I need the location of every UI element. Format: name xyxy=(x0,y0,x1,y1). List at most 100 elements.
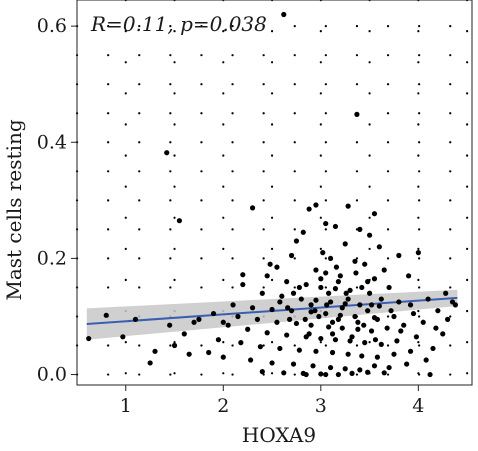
data-point xyxy=(404,361,410,367)
y-axis-ticks: 0.0 0.2 0.4 0.6 xyxy=(37,15,77,386)
data-point xyxy=(281,11,287,18)
data-point xyxy=(357,367,363,373)
data-point xyxy=(365,279,371,285)
data-point xyxy=(329,319,336,325)
data-point xyxy=(257,344,263,350)
data-point xyxy=(167,322,173,328)
data-point xyxy=(171,342,178,349)
data-point xyxy=(332,223,339,230)
data-point xyxy=(386,364,392,371)
y-tick-label: 0.6 xyxy=(37,15,67,37)
data-point xyxy=(378,296,384,302)
data-point xyxy=(366,290,373,296)
data-point xyxy=(339,305,345,311)
data-point xyxy=(410,310,417,317)
data-point xyxy=(335,371,341,378)
y-tick-label: 0.2 xyxy=(37,247,67,269)
data-point xyxy=(132,316,139,322)
plot-frame xyxy=(76,0,473,386)
data-point xyxy=(337,273,343,279)
data-point xyxy=(296,347,302,353)
data-point xyxy=(281,370,287,376)
x-tick-label: 1 xyxy=(120,395,132,417)
data-point xyxy=(391,313,397,320)
data-point xyxy=(345,296,351,302)
data-point xyxy=(415,250,421,256)
data-point xyxy=(103,312,109,318)
data-point xyxy=(318,335,324,342)
data-point xyxy=(349,370,355,376)
data-point xyxy=(220,319,226,325)
data-point xyxy=(337,312,343,318)
data-point xyxy=(381,370,387,376)
data-point xyxy=(335,279,341,285)
data-point xyxy=(332,286,339,292)
data-point xyxy=(264,330,270,336)
data-point xyxy=(120,334,126,340)
data-point xyxy=(259,369,265,375)
data-point xyxy=(274,264,280,270)
confidence-band xyxy=(86,289,458,340)
data-point xyxy=(296,284,302,291)
data-point xyxy=(306,206,312,212)
data-point xyxy=(371,363,378,369)
data-point xyxy=(196,316,202,322)
data-point xyxy=(396,299,402,305)
data-point xyxy=(267,261,273,267)
data-point xyxy=(406,273,412,279)
data-point xyxy=(238,340,244,346)
data-point xyxy=(361,322,367,328)
data-point xyxy=(324,302,330,308)
data-point xyxy=(269,360,275,366)
data-point xyxy=(298,296,304,302)
data-point xyxy=(440,331,446,337)
data-point xyxy=(181,331,187,337)
data-point xyxy=(326,290,332,296)
data-point xyxy=(381,267,387,273)
data-point xyxy=(394,338,400,344)
data-point xyxy=(430,345,436,352)
data-point xyxy=(368,328,375,334)
data-point xyxy=(323,270,329,276)
data-point xyxy=(249,305,256,311)
data-point xyxy=(366,232,373,238)
data-point xyxy=(269,306,275,313)
data-point xyxy=(372,337,379,343)
data-point xyxy=(288,252,295,259)
correlation-annotation: R=0.11, p=0.038 xyxy=(90,12,267,36)
data-point xyxy=(407,302,414,308)
data-point xyxy=(274,319,280,325)
data-point xyxy=(323,310,329,317)
x-tick-label: 4 xyxy=(412,395,424,417)
data-point xyxy=(288,308,295,314)
x-tick-label: 3 xyxy=(315,395,327,417)
data-point xyxy=(332,337,339,343)
data-point xyxy=(401,322,407,328)
data-point xyxy=(388,308,394,314)
data-point xyxy=(420,319,426,325)
data-point xyxy=(425,296,431,302)
data-point xyxy=(327,364,334,371)
x-tick-label: 2 xyxy=(217,395,229,417)
data-point xyxy=(316,313,322,320)
data-point xyxy=(279,293,285,299)
y-tick-label: 0.4 xyxy=(37,131,67,153)
data-point xyxy=(359,353,365,359)
data-point xyxy=(443,290,449,296)
data-point xyxy=(313,202,319,208)
data-point xyxy=(313,297,319,303)
data-point xyxy=(329,331,336,337)
data-point xyxy=(413,334,420,340)
data-point xyxy=(445,316,451,322)
data-point xyxy=(240,272,246,278)
data-point xyxy=(176,218,183,224)
data-point xyxy=(186,351,192,357)
data-point xyxy=(326,324,332,330)
data-point xyxy=(345,203,351,209)
y-axis-label: Mast cells resting xyxy=(2,119,26,300)
data-point xyxy=(254,316,261,322)
data-point xyxy=(327,255,334,262)
data-point xyxy=(302,316,308,322)
data-point xyxy=(210,310,217,317)
data-point xyxy=(333,264,340,270)
